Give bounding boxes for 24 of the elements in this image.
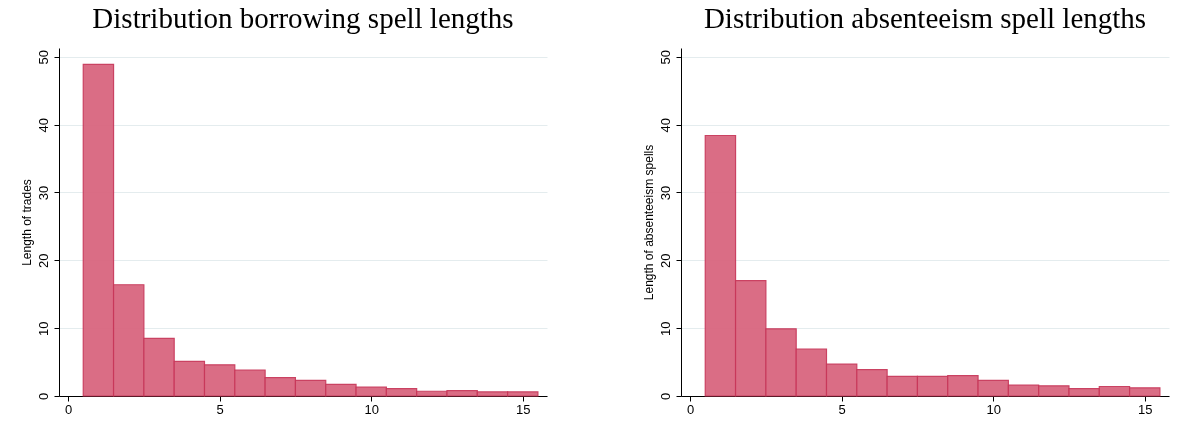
y-tick-label: 50	[35, 50, 51, 65]
x-tick-label: 5	[216, 401, 224, 417]
y-tick-label: 10	[657, 321, 673, 336]
x-tick-label: 10	[364, 401, 379, 417]
y-tick-label: 30	[657, 185, 673, 201]
x-tick-label: 15	[516, 401, 531, 417]
chart-title: Distribution absenteeism spell lengths	[703, 2, 1147, 34]
x-tick-label: 0	[686, 401, 695, 417]
y-tick-label: 0	[35, 392, 51, 401]
y-tick-label: 40	[35, 117, 51, 133]
y-axis-title: Length of absenteeism spells	[641, 144, 656, 301]
y-tick-label: 10	[35, 321, 51, 336]
chart-title: Distribution borrowing spell lengths	[92, 2, 514, 34]
y-axis-title: Length of trades	[19, 179, 34, 266]
x-tick-label: 10	[986, 401, 1001, 417]
y-tick-label: 20	[657, 253, 673, 269]
y-tick-label: 40	[657, 117, 673, 133]
y-tick-label: 50	[657, 50, 673, 65]
x-tick-label: 0	[64, 401, 73, 417]
x-tick-label: 15	[1138, 401, 1153, 417]
y-tick-label: 30	[35, 185, 51, 201]
x-tick-label: 5	[838, 401, 846, 417]
y-tick-label: 0	[657, 392, 673, 401]
y-tick-label: 20	[35, 253, 51, 269]
